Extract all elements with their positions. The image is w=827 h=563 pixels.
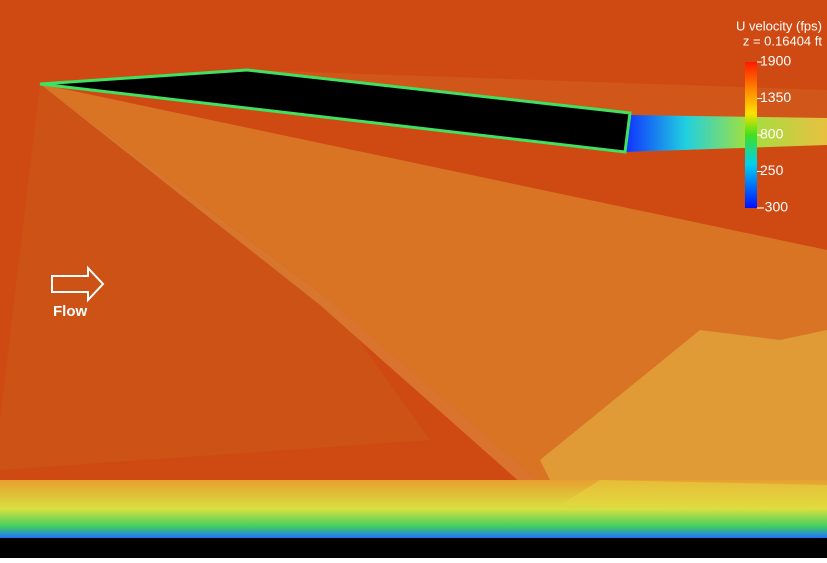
wall bbox=[0, 538, 827, 558]
colorbar bbox=[745, 62, 757, 208]
colorbar-tick-label: 800 bbox=[760, 126, 784, 142]
colorbar-subtitle: z = 0.16404 ft bbox=[743, 33, 823, 48]
boundary-layer-thick bbox=[560, 480, 827, 510]
colorbar-tick-label: 250 bbox=[760, 162, 784, 178]
flow-label: Flow bbox=[53, 303, 87, 320]
cfd-plot: Flow U velocity (fps) z = 0.16404 ft 190… bbox=[0, 0, 827, 558]
colorbar-title: U velocity (fps) bbox=[736, 18, 822, 33]
colorbar-tick-label: 1350 bbox=[760, 89, 791, 105]
page: Flow U velocity (fps) z = 0.16404 ft 190… bbox=[0, 0, 827, 558]
colorbar-tick-label: 1900 bbox=[760, 53, 791, 69]
colorbar-tick-label: -300 bbox=[760, 199, 788, 215]
